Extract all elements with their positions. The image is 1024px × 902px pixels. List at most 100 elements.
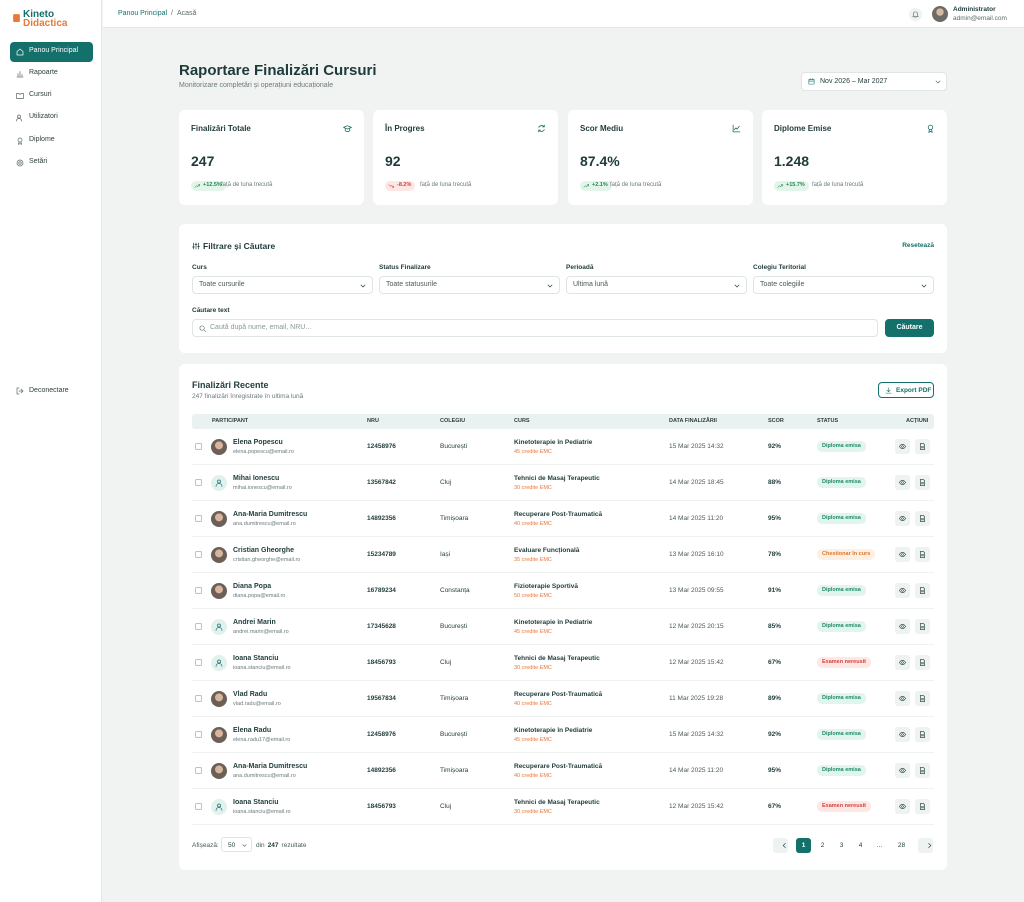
column-header: ACȚIUNI	[906, 418, 929, 424]
course: Tehnici de Masaj Terapeutic	[514, 655, 600, 662]
document-icon-glyph	[920, 731, 925, 738]
filter-select[interactable]: Toate colegiile	[753, 276, 934, 294]
document-button[interactable]	[915, 799, 930, 814]
row-checkbox[interactable]	[195, 623, 202, 630]
document-button[interactable]	[915, 475, 930, 490]
nav-item[interactable]: Setări	[10, 153, 93, 173]
row-checkbox[interactable]	[195, 443, 202, 450]
view-button[interactable]	[895, 619, 910, 634]
view-button[interactable]	[895, 655, 910, 670]
bell-icon-glyph	[912, 11, 919, 18]
nru: 12458976	[367, 731, 396, 738]
page-button[interactable]: 3	[839, 842, 844, 849]
row-checkbox[interactable]	[195, 803, 202, 810]
status-badge: Diploma emisa	[817, 441, 866, 452]
view-button[interactable]	[895, 799, 910, 814]
course: Fizioterapie Sportivă	[514, 583, 578, 590]
nav-item[interactable]: Rapoarte	[10, 64, 93, 84]
view-button[interactable]	[895, 439, 910, 454]
row-checkbox[interactable]	[195, 515, 202, 522]
row-checkbox[interactable]	[195, 659, 202, 666]
document-button[interactable]	[915, 691, 930, 706]
document-button[interactable]	[915, 727, 930, 742]
view-button[interactable]	[895, 691, 910, 706]
trend-icon	[583, 183, 589, 189]
stat-note: față de luna trecută	[420, 182, 472, 188]
document-button[interactable]	[915, 763, 930, 778]
filter-select[interactable]: Toate cursurile	[192, 276, 373, 294]
nav-icon	[16, 70, 24, 78]
eye-icon-glyph	[899, 516, 906, 521]
document-button[interactable]	[915, 583, 930, 598]
table-row: Ana-Maria Dumitrescu ana.dumitrescu@email…	[192, 753, 934, 789]
view-button[interactable]	[895, 763, 910, 778]
completion-date: 12 Mar 2025 15:42	[669, 659, 724, 666]
participant-email: ioana.stanciu@email.ro	[233, 665, 291, 671]
calendar-icon-glyph	[808, 78, 815, 85]
participant-name: Mihai Ionescu	[233, 475, 280, 482]
view-button[interactable]	[895, 727, 910, 742]
view-button[interactable]	[895, 475, 910, 490]
page-button[interactable]: 1	[796, 838, 811, 853]
document-button[interactable]	[915, 439, 930, 454]
credits: 35 credite EMC	[514, 557, 552, 563]
user-icon	[215, 623, 223, 631]
reset-link[interactable]: Resetează	[902, 242, 934, 249]
row-checkbox[interactable]	[195, 695, 202, 702]
college: Timișoara	[440, 695, 469, 702]
view-button[interactable]	[895, 547, 910, 562]
nav-item[interactable]: Diplome	[10, 131, 93, 151]
date-range[interactable]: Nov 2026 – Mar 2027	[801, 72, 947, 91]
document-button[interactable]	[915, 619, 930, 634]
nav-item[interactable]: Panou Principal	[10, 42, 93, 62]
notifications[interactable]	[909, 8, 922, 21]
breadcrumb-item[interactable]: Panou Principal	[118, 10, 168, 17]
page-button[interactable]: ...	[876, 842, 883, 849]
logout[interactable]: Deconectare	[10, 383, 93, 399]
row-checkbox[interactable]	[195, 767, 202, 774]
row-checkbox[interactable]	[195, 479, 202, 486]
row-checkbox[interactable]	[195, 587, 202, 594]
row-checkbox[interactable]	[195, 731, 202, 738]
avatar	[211, 583, 227, 599]
stat-change: +15.7%	[774, 181, 809, 191]
nav-icon-glyph	[16, 71, 24, 78]
document-icon-glyph	[920, 551, 925, 558]
page-size[interactable]: 50	[221, 837, 252, 852]
document-icon-glyph	[920, 803, 925, 810]
user-avatar[interactable]	[932, 6, 948, 22]
page-button[interactable]: 28	[897, 842, 906, 849]
next-page[interactable]	[918, 838, 933, 853]
logo-icon-glyph	[13, 14, 20, 22]
table-row: Diana Popa diana.popa@email.ro 16789234 Con…	[192, 573, 934, 609]
participant-name: Ioana Stanciu	[233, 655, 279, 662]
view-button[interactable]	[895, 583, 910, 598]
page-button[interactable]: 2	[820, 842, 825, 849]
document-button[interactable]	[915, 655, 930, 670]
filter-select[interactable]: Ultima lună	[566, 276, 747, 294]
stat-icon-glyph	[927, 124, 934, 133]
row-checkbox[interactable]	[195, 551, 202, 558]
search-button[interactable]: Căutare	[885, 319, 934, 337]
prev-page[interactable]	[773, 838, 788, 853]
course: Recuperare Post-Traumatică	[514, 691, 603, 698]
user-icon	[215, 479, 223, 487]
score: 88%	[768, 479, 782, 486]
search-input[interactable]: Caută după nume, email, NRU...	[192, 319, 878, 337]
nav-item[interactable]: Cursuri	[10, 86, 93, 106]
page-button[interactable]: 4	[858, 842, 863, 849]
score: 89%	[768, 695, 782, 702]
completion-date: 14 Mar 2025 11:20	[669, 515, 724, 522]
nav-item[interactable]: Utilizatori	[10, 108, 93, 128]
nav-icon	[16, 92, 24, 100]
view-button[interactable]	[895, 511, 910, 526]
export-button[interactable]: Export PDF	[878, 382, 934, 398]
stat-card: Scor Mediu 87.4% +2.1% față de luna trecută	[568, 110, 753, 205]
document-button[interactable]	[915, 511, 930, 526]
logout-icon	[16, 387, 24, 395]
nav-label: Cursuri	[29, 91, 52, 98]
document-button[interactable]	[915, 547, 930, 562]
eye-icon-glyph	[899, 624, 906, 629]
filter-select[interactable]: Toate statusurile	[379, 276, 560, 294]
